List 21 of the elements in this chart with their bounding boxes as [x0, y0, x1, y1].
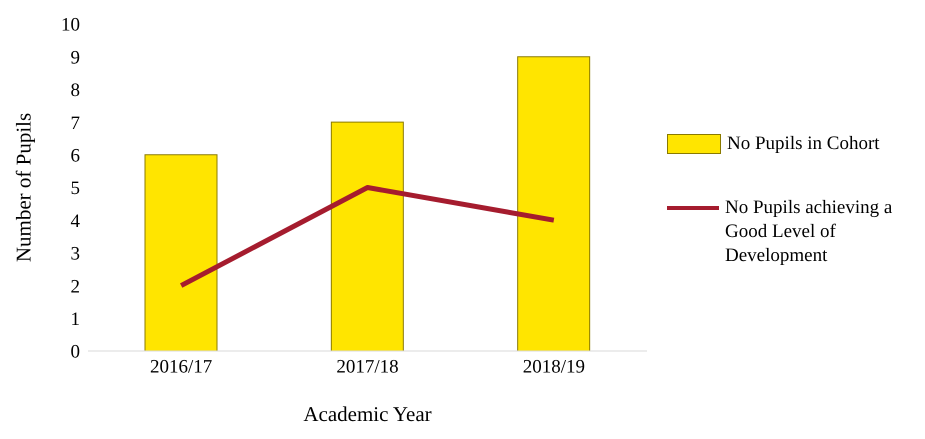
y-tick-label: 0	[70, 342, 80, 363]
y-tick-label: 3	[70, 244, 80, 265]
legend-label: No Pupils achieving a Good Level of Development	[725, 196, 894, 268]
y-tick-label: 5	[70, 178, 80, 200]
y-tick-label: 2	[70, 276, 80, 298]
x-tick-label: 2018/19	[522, 356, 585, 378]
y-tick-label: 4	[70, 210, 80, 232]
y-tick-label: 8	[70, 80, 80, 102]
y-tick-label: 7	[70, 112, 80, 134]
y-tick-label: 6	[70, 146, 80, 167]
y-tick-label: 10	[61, 14, 80, 36]
x-tick-label: 2017/18	[336, 356, 399, 378]
bar	[144, 154, 218, 351]
x-axis-title: Academic Year	[303, 402, 432, 426]
bar	[330, 122, 404, 351]
y-tick-label: 1	[70, 309, 80, 330]
y-axis-title: Number of Pupils	[11, 112, 36, 262]
x-tick-label: 2016/17	[150, 356, 212, 378]
bar	[517, 56, 590, 351]
y-tick-label: 9	[70, 47, 80, 68]
legend-label: No Pupils in Cohort	[727, 132, 880, 156]
